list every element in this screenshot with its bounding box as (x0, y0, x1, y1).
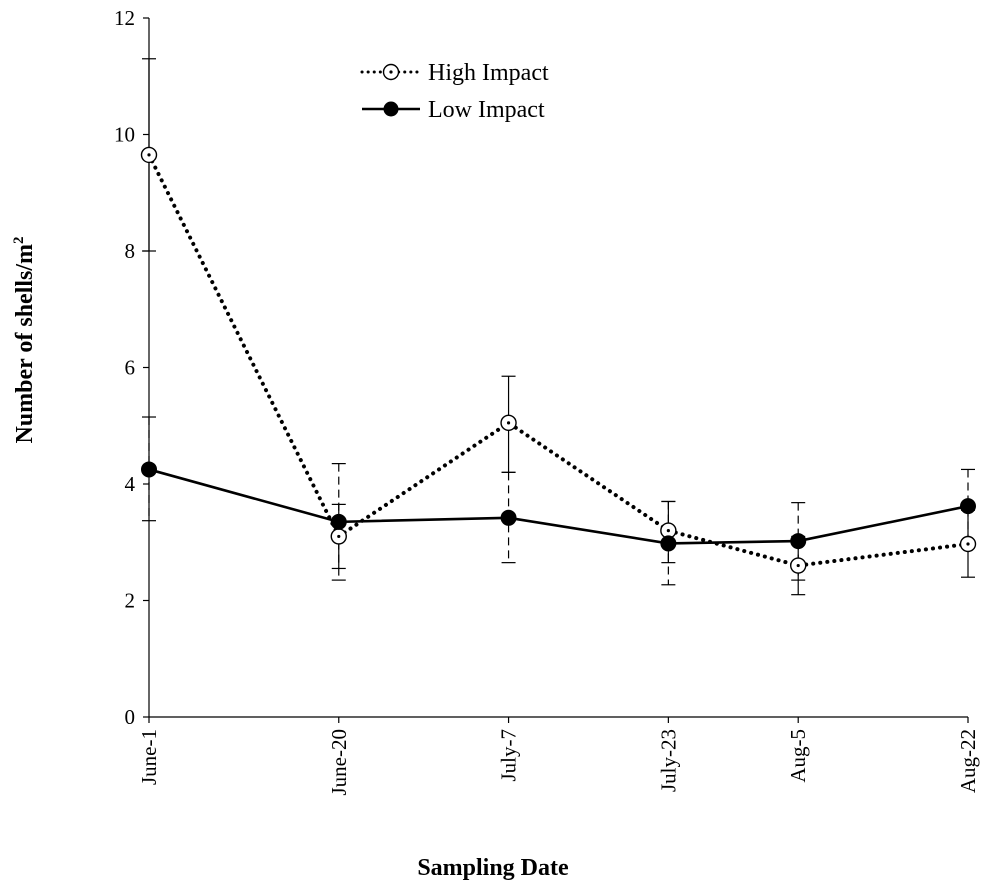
y-axis-title-superscript: 2 (11, 236, 27, 244)
series-line (148, 468, 969, 545)
y-tick-label: 6 (125, 356, 136, 380)
x-tick-label: June-1 (137, 729, 161, 785)
data-point-center (966, 542, 970, 546)
series-lines (147, 152, 970, 568)
legend-label: High Impact (428, 60, 549, 86)
x-tick-label: Aug-5 (786, 729, 810, 783)
markers (140, 146, 977, 574)
axes: 0 2 4 6 8 10 12 June-1 June-20 July-7 July-23 Aug-5… (114, 6, 980, 796)
y-tick-label: 8 (125, 239, 136, 263)
error-bars (142, 58, 975, 596)
y-tick-label: 4 (125, 472, 136, 496)
x-axis-title: Sampling Date (417, 855, 569, 881)
data-point (790, 533, 807, 550)
y-tick-label: 10 (114, 123, 135, 147)
data-point (141, 461, 157, 478)
data-point-center (147, 153, 151, 157)
legend: High Impact Low Impact (360, 60, 549, 123)
data-point (500, 509, 517, 526)
data-point-center (666, 529, 670, 533)
data-point (960, 498, 976, 515)
data-point (660, 535, 677, 552)
legend-marker (383, 101, 399, 117)
data-point-center (506, 421, 511, 425)
x-tick-label: July-7 (497, 729, 521, 782)
legend-label: Low Impact (428, 97, 545, 123)
data-point-center (796, 563, 800, 568)
x-tick-label: Aug-22 (956, 729, 980, 793)
y-tick-label: 0 (125, 705, 136, 729)
x-tick-label: June-20 (327, 729, 351, 796)
series-line (147, 152, 970, 568)
x-tick-label: July-23 (656, 729, 680, 792)
data-point (330, 513, 347, 530)
y-tick-label: 12 (114, 6, 135, 30)
y-axis-title: Number of shells/m2 (11, 236, 38, 443)
legend-marker-center (389, 70, 393, 74)
data-point-center (337, 534, 341, 539)
y-tick-label: 2 (125, 589, 136, 613)
y-axis-title-main: Number of shells/m (12, 244, 38, 444)
